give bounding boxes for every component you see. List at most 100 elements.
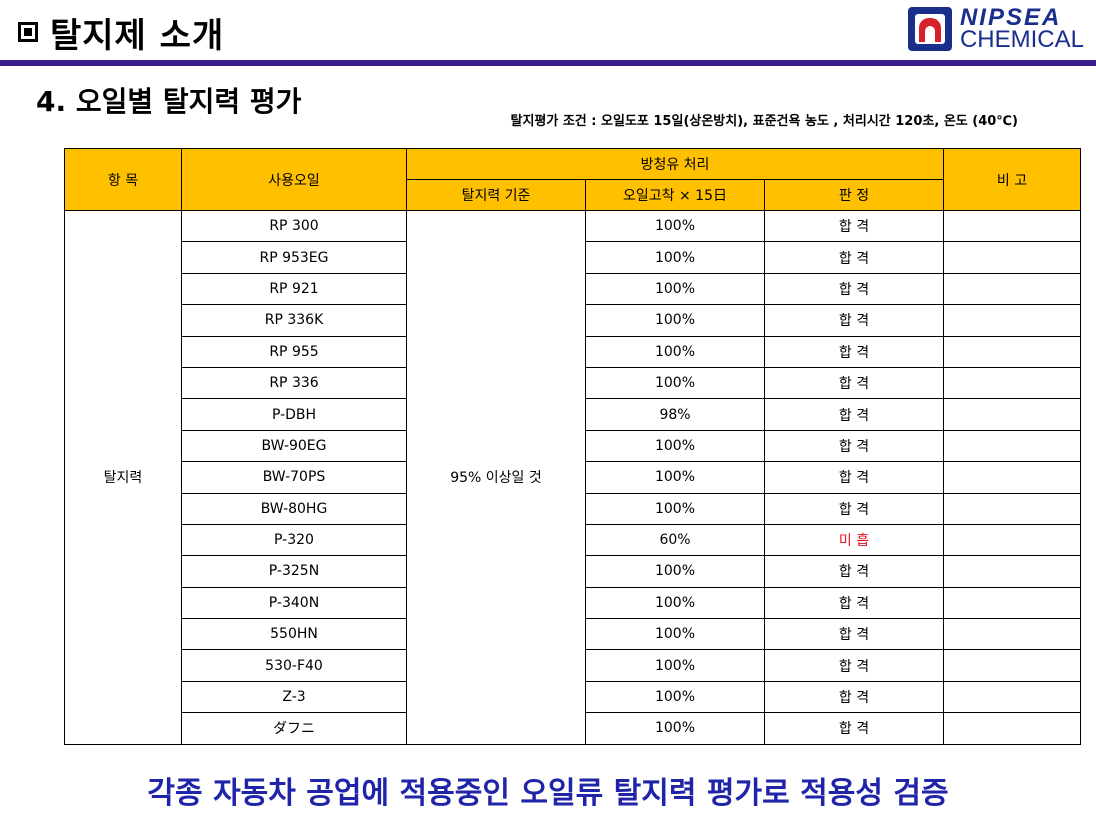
cell-judgement: 합 격 — [763, 649, 945, 682]
cell-oil: Z-3 — [181, 680, 407, 714]
cell-judgement: 합 격 — [763, 241, 945, 274]
cell-remarks — [943, 304, 1082, 337]
cell-result: 100% — [585, 618, 765, 651]
cell-remarks — [943, 461, 1082, 494]
page-title: 탈지제 소개 — [50, 15, 225, 56]
cell-result: 100% — [585, 272, 765, 306]
cell-result: 100% — [585, 586, 765, 620]
cell-oil: P-320 — [181, 523, 407, 557]
table-row: P-DBH 98% 합 격 — [65, 398, 1082, 431]
cell-judgement: 합 격 — [763, 680, 945, 714]
cell-judgement: 합 격 — [763, 209, 945, 243]
table-body: 탈지력 RP 300 95% 이상일 것 100% 합 격 RP 953EG 100% 합 격… — [64, 209, 1082, 745]
cell-oil: RP 336 — [181, 366, 407, 400]
cell-oil: 550HN — [181, 618, 407, 651]
cell-result: 100% — [585, 492, 765, 525]
cell-judgement: 합 격 — [763, 398, 945, 431]
cell-remarks — [943, 712, 1082, 745]
cell-result: 60% — [585, 523, 765, 557]
cell-judgement: 합 격 — [763, 461, 945, 494]
cell-result: 100% — [585, 461, 765, 494]
logo-text-line1: NIPSEA — [959, 4, 1062, 31]
table-row: BW-70PS 100% 합 격 — [65, 461, 1082, 494]
cell-judgement: 합 격 — [763, 492, 945, 525]
cell-judgement: 합 격 — [763, 272, 945, 306]
cell-oil: RP 955 — [181, 335, 407, 368]
cell-oil: RP 300 — [181, 209, 407, 243]
cell-judgement: 합 격 — [763, 618, 945, 651]
cell-result: 100% — [585, 429, 765, 463]
cell-judgement: 합 격 — [763, 304, 945, 337]
nipsea-logo: NIPSEA CHEMICAL — [907, 4, 1084, 53]
cell-oil: P-340N — [181, 586, 407, 620]
cell-oil: BW-80HG — [181, 492, 407, 525]
cell-result: 100% — [585, 680, 765, 714]
header-group: 방청유 처리 — [405, 148, 945, 180]
cell-oil: P-325N — [181, 555, 407, 588]
section-title: 4. 오일별 탈지력 평가 — [36, 85, 302, 118]
cell-oil: P-DBH — [181, 398, 407, 431]
cell-judgement: 합 격 — [763, 429, 945, 463]
nipsea-logo-mark-icon — [907, 7, 952, 51]
cell-remarks — [943, 492, 1082, 525]
cell-criteria: 95% 이상일 것 — [406, 210, 586, 745]
cell-result: 100% — [585, 241, 765, 274]
test-condition: 탈지평가 조건 : 오일도포 15일(상온방치), 표준건욕 농도 , 처리시간… — [510, 114, 1018, 129]
cell-judgement: 합 격 — [763, 586, 945, 620]
table-row: 탈지력 RP 300 95% 이상일 것 100% 합 격 — [64, 209, 1082, 745]
header-remarks: 비 고 — [943, 148, 1082, 211]
cell-remarks — [943, 272, 1082, 306]
cell-remarks — [943, 335, 1082, 368]
table-row: RP 336 100% 합 격 — [65, 366, 1082, 400]
cell-judgement: 합 격 — [763, 335, 945, 368]
cell-result: 98% — [585, 398, 765, 431]
cell-remarks — [943, 680, 1082, 714]
cell-oil: RP 953EG — [181, 241, 407, 274]
cell-remarks — [943, 429, 1082, 463]
footer-summary: 각종 자동차 공업에 적용중인 오일류 탈지력 평가로 적용성 검증 — [147, 776, 949, 811]
cell-remarks — [943, 523, 1082, 557]
cell-remarks — [943, 398, 1082, 431]
cell-remarks — [943, 366, 1082, 400]
cell-result: 100% — [585, 335, 765, 368]
table-row: BW-80HG 100% 합 격 — [65, 492, 1082, 525]
cell-remarks — [943, 586, 1082, 620]
table-row: 530-F40 100% 합 격 — [65, 649, 1082, 682]
header-divider — [0, 60, 1096, 66]
header-criteria: 탈지력 기준 — [406, 179, 586, 211]
header-item: 항 목 — [64, 148, 182, 211]
cell-oil: ダフニ — [181, 712, 407, 745]
cell-remarks — [943, 241, 1082, 274]
page-header: 탈지제 소개 — [18, 10, 225, 56]
cell-judgement: 합 격 — [763, 555, 945, 588]
cell-result: 100% — [585, 649, 765, 682]
header-result: 오일고착 × 15日 — [585, 179, 765, 211]
table-row: RP 955 100% 합 격 — [65, 335, 1082, 368]
header-judgement: 판 정 — [763, 179, 945, 211]
cell-judgement: 미 흡 — [763, 523, 945, 557]
cell-result: 100% — [585, 366, 765, 400]
degreasing-evaluation-table: 항 목 사용오일 방청유 처리 비 고 탈지력 기준 오일고착 × 15日 판 … — [64, 148, 1082, 745]
cell-remarks — [943, 555, 1082, 588]
cell-result: 100% — [585, 712, 765, 745]
table-row: Z-3 100% 합 격 — [65, 680, 1082, 714]
square-bullet-icon — [18, 22, 38, 42]
cell-oil: RP 336K — [181, 304, 407, 337]
table-row: ダフニ 100% 합 격 — [65, 712, 1082, 745]
cell-oil: BW-90EG — [181, 429, 407, 463]
cell-result: 100% — [585, 555, 765, 588]
table-row: RP 953EG 100% 합 격 — [65, 241, 1082, 274]
table-row: P-325N 100% 합 격 — [65, 555, 1082, 588]
table-row: RP 921 100% 합 격 — [65, 272, 1082, 306]
table-row: RP 336K 100% 합 격 — [65, 304, 1082, 337]
cell-result: 100% — [585, 209, 765, 243]
cell-item: 탈지력 — [64, 210, 182, 745]
cell-judgement: 합 격 — [763, 366, 945, 400]
table-row: P-340N 100% 합 격 — [65, 586, 1082, 620]
logo-text-line2: CHEMICAL — [959, 26, 1084, 53]
table-row: 550HN 100% 합 격 — [65, 618, 1082, 651]
cell-oil: 530-F40 — [181, 649, 407, 682]
header-oil: 사용오일 — [181, 148, 407, 211]
cell-remarks — [943, 618, 1082, 651]
cell-oil: RP 921 — [181, 272, 407, 306]
